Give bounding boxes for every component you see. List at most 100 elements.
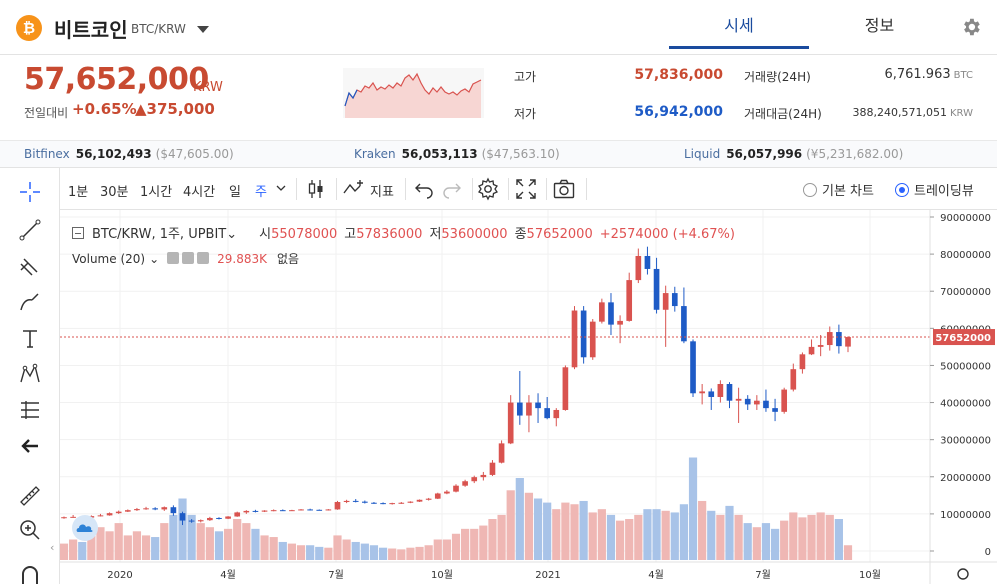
interval-4h[interactable]: 4시간 bbox=[183, 185, 216, 200]
legend-symbol[interactable]: BTC/KRW, 1주, UPBIT bbox=[92, 227, 227, 242]
exchange-name: Liquid bbox=[684, 147, 721, 161]
interval-1w[interactable]: 주 bbox=[255, 185, 267, 200]
chevron-down-icon[interactable]: ⌄ bbox=[149, 252, 160, 266]
coin-name[interactable]: 비트코인 bbox=[54, 18, 128, 42]
exchange-price-strip: Bitfinex 56,102,493 ($47,605.00) Kraken 56,… bbox=[0, 140, 997, 168]
volume-bar bbox=[679, 504, 689, 560]
radio-label: 트레이딩뷰 bbox=[914, 184, 974, 199]
candle-body bbox=[671, 293, 678, 307]
time-tick-label: 10월 bbox=[859, 569, 881, 581]
volume-bar bbox=[415, 546, 424, 560]
volume-bar bbox=[333, 535, 342, 560]
change-percent: +0.65% bbox=[72, 100, 137, 118]
candle-body bbox=[188, 520, 195, 522]
candle-body bbox=[480, 474, 487, 478]
eye-icon[interactable] bbox=[167, 252, 180, 264]
volume-bar bbox=[78, 541, 87, 560]
interval-30m[interactable]: 30분 bbox=[100, 185, 129, 200]
volume-indicator-name[interactable]: Volume (20) bbox=[72, 252, 146, 266]
candle-body bbox=[234, 512, 241, 517]
exchange-kraken: Kraken 56,053,113 ($47,563.10) bbox=[354, 147, 560, 161]
candle-body bbox=[325, 509, 332, 511]
scroll-left-icon[interactable]: ‹ bbox=[50, 541, 55, 554]
candle-body bbox=[207, 517, 213, 521]
candle-body bbox=[845, 337, 851, 347]
pitchfork-icon[interactable] bbox=[18, 254, 42, 278]
volume-bar bbox=[816, 512, 825, 560]
price-tick-label: 0 bbox=[985, 547, 991, 558]
volume-bar bbox=[625, 519, 634, 560]
candle-body bbox=[279, 510, 286, 512]
prediction-icon[interactable] bbox=[18, 398, 42, 422]
settings-icon[interactable] bbox=[476, 177, 500, 201]
cloud-logo-icon[interactable] bbox=[70, 514, 100, 542]
tab-price[interactable]: 시세 bbox=[669, 0, 809, 49]
chevron-down-icon[interactable] bbox=[197, 26, 209, 33]
candle-body bbox=[690, 341, 696, 394]
volume-bar bbox=[151, 537, 160, 560]
volume-24h: 6,761.963 BTC bbox=[840, 67, 973, 82]
pattern-icon[interactable] bbox=[18, 362, 42, 386]
exchange-bitfinex: Bitfinex 56,102,493 ($47,605.00) bbox=[24, 147, 234, 161]
volume-bar bbox=[369, 545, 379, 560]
magnet-icon[interactable] bbox=[18, 564, 42, 584]
trend-line-icon[interactable] bbox=[18, 218, 42, 242]
candle-body bbox=[836, 332, 842, 347]
interval-1h[interactable]: 1시간 bbox=[140, 185, 173, 200]
close-icon[interactable] bbox=[197, 252, 210, 264]
volume-bar bbox=[169, 514, 178, 560]
candle-body bbox=[763, 400, 769, 409]
zoom-in-icon[interactable] bbox=[18, 518, 42, 542]
volume-bar bbox=[743, 523, 752, 560]
tab-info[interactable]: 정보 bbox=[864, 16, 895, 35]
volume-bar bbox=[424, 545, 433, 560]
redo-icon[interactable] bbox=[440, 177, 464, 201]
legend-high-label: 고 bbox=[344, 227, 357, 242]
candlestick-chart[interactable]: 9000000080000000700000006000000050000000… bbox=[60, 210, 997, 584]
arrow-left-icon[interactable] bbox=[18, 434, 42, 458]
candle-body bbox=[371, 502, 377, 504]
candlestick-type-icon[interactable] bbox=[304, 177, 328, 201]
volume-bar bbox=[306, 545, 315, 560]
collapse-legend-icon[interactable] bbox=[72, 227, 84, 239]
radio-tradingview[interactable]: 트레이딩뷰 bbox=[895, 180, 974, 199]
indicators-button[interactable]: 지표 bbox=[370, 185, 394, 200]
indicators-icon[interactable] bbox=[342, 177, 366, 201]
volume-bar bbox=[470, 528, 479, 560]
coin-pair[interactable]: BTC/KRW bbox=[131, 22, 186, 36]
candle-body bbox=[562, 367, 569, 410]
volume-bar bbox=[342, 539, 351, 560]
candle-body bbox=[489, 462, 496, 475]
axis-settings-icon[interactable] bbox=[957, 568, 969, 580]
undo-icon[interactable] bbox=[412, 177, 436, 201]
chart-legend: BTC/KRW, 1주, UPBIT⌄ 시55078000 고57836000 저53… bbox=[72, 223, 735, 242]
ruler-icon[interactable] bbox=[18, 484, 42, 508]
fullscreen-icon[interactable] bbox=[514, 177, 538, 201]
chevron-down-icon[interactable] bbox=[273, 180, 289, 196]
candle-body bbox=[380, 503, 386, 505]
candle-body bbox=[580, 310, 587, 358]
chevron-down-icon[interactable]: ⌄ bbox=[226, 227, 238, 242]
candle-body bbox=[152, 508, 158, 510]
legend-high: 57836000 bbox=[356, 227, 423, 242]
settings-icon[interactable] bbox=[182, 252, 195, 264]
camera-icon[interactable] bbox=[552, 177, 576, 201]
volume-bar bbox=[834, 519, 843, 560]
volume-bar bbox=[242, 523, 251, 560]
interval-1d[interactable]: 일 bbox=[229, 185, 241, 200]
volume-bar bbox=[388, 548, 397, 560]
crosshair-icon[interactable] bbox=[18, 180, 42, 204]
volume-unit: BTC bbox=[953, 70, 973, 81]
high-price: 57,836,000 bbox=[634, 67, 723, 83]
toolbar-divider bbox=[586, 178, 587, 200]
brush-icon[interactable] bbox=[18, 290, 42, 314]
exchange-liquid: Liquid 56,057,996 (¥5,231,682.00) bbox=[684, 147, 903, 161]
settings-gear-icon[interactable] bbox=[960, 16, 982, 38]
price-tick-label: 30000000 bbox=[940, 436, 991, 447]
text-tool-icon[interactable] bbox=[18, 326, 42, 350]
radio-basic-chart[interactable]: 기본 차트 bbox=[803, 180, 874, 199]
interval-1m[interactable]: 1분 bbox=[68, 185, 89, 200]
candle-body bbox=[407, 501, 414, 503]
volume-bar bbox=[251, 528, 260, 560]
toolbar-divider bbox=[472, 178, 473, 200]
